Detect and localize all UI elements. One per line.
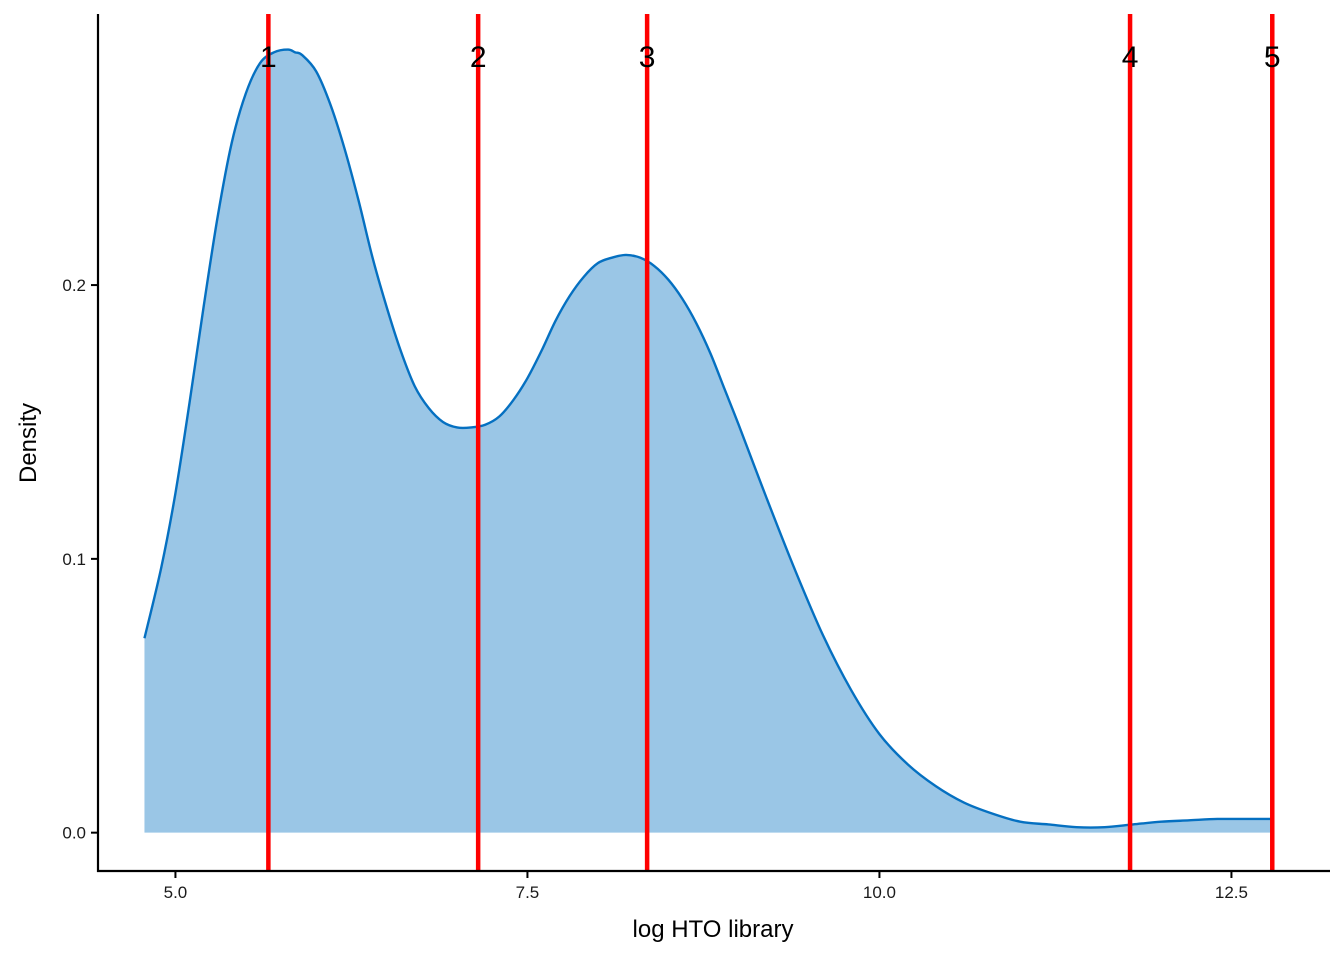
cutoff-line-1: 1 <box>260 14 277 871</box>
cutoff-line-label: 3 <box>639 41 656 74</box>
cutoff-line-2: 2 <box>470 14 487 871</box>
cutoff-line-4: 4 <box>1122 14 1139 871</box>
cutoff-line-label: 1 <box>260 41 277 74</box>
x-tick-label: 5.0 <box>164 883 188 902</box>
density-curve <box>143 48 1273 829</box>
x-axis-title: log HTO library <box>633 916 794 943</box>
cutoff-line-3: 3 <box>639 14 656 871</box>
y-tick-label: 0.1 <box>62 550 86 569</box>
cutoff-lines: 1 2 3 4 5 <box>260 14 1281 871</box>
y-ticks: 0.0 0.1 0.2 <box>62 276 98 843</box>
y-axis-title: Density <box>15 403 42 483</box>
y-tick-label: 0.0 <box>62 824 86 843</box>
cutoff-line-5: 5 <box>1264 14 1281 871</box>
cutoff-line-label: 4 <box>1122 41 1139 74</box>
cutoff-line-label: 5 <box>1264 41 1281 74</box>
y-tick-label: 0.2 <box>62 276 86 295</box>
x-ticks: 5.0 7.5 10.0 12.5 <box>164 871 1248 902</box>
x-tick-label: 7.5 <box>516 883 540 902</box>
x-tick-label: 10.0 <box>863 883 896 902</box>
x-tick-label: 12.5 <box>1215 883 1248 902</box>
density-area-fill <box>144 49 1273 833</box>
y-axis: 0.0 0.1 0.2 <box>62 14 100 872</box>
cutoff-line-label: 2 <box>470 41 487 74</box>
plot-area: 1 2 3 4 5 <box>143 14 1281 871</box>
x-axis: 5.0 7.5 10.0 12.5 <box>97 869 1330 902</box>
